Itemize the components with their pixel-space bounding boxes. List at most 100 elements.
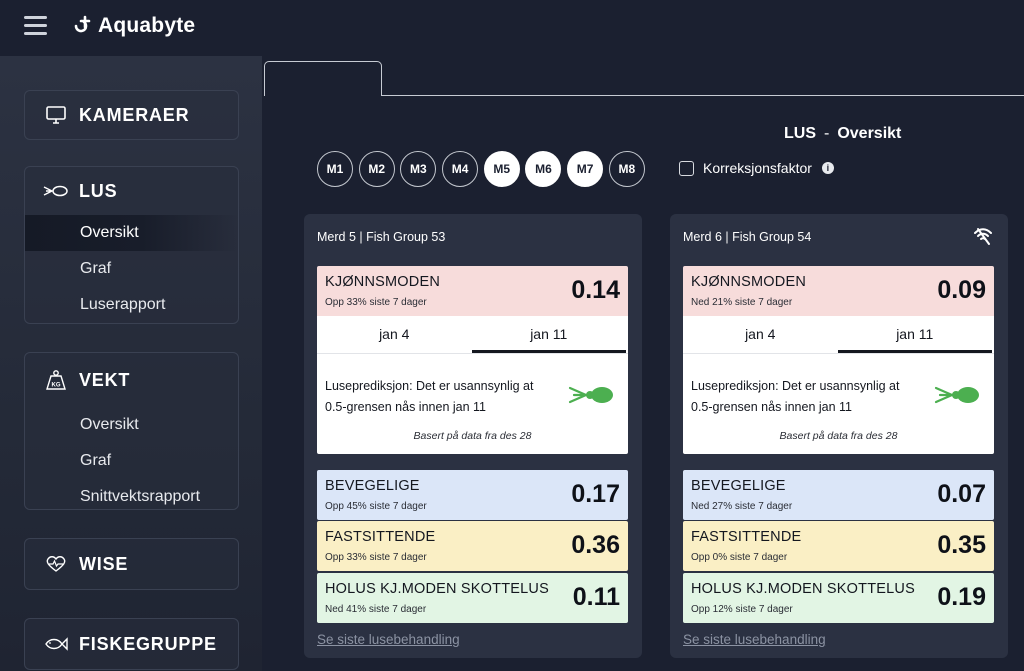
correction-factor-checkbox[interactable] <box>679 160 694 176</box>
metric-value: 0.19 <box>937 583 986 611</box>
nav-head-label: FISKEGRUPPE <box>79 633 217 654</box>
nav-head-lus[interactable]: LUS <box>25 167 238 215</box>
monitor-icon <box>43 104 69 126</box>
date-tab-jan-4[interactable]: jan 4 <box>379 326 410 342</box>
info-icon[interactable]: i <box>821 162 834 174</box>
signal-icon <box>974 228 992 245</box>
correction-factor-label: Korreksjonsfaktor <box>703 160 812 176</box>
nav-head-kameraer[interactable]: KAMERAER <box>25 91 238 139</box>
pen-selector: M1 M2 M3 M4 M5 M6 M7 M8 <box>317 151 651 187</box>
page-title-separator: - <box>824 125 830 142</box>
prediction-text: Luseprediksjon: Det er usannsynlig at 0.… <box>325 379 534 414</box>
page-title-section: LUS <box>784 125 816 142</box>
nav-section-lus: LUS Oversikt Graf Luserapport <box>24 166 239 324</box>
metric-fastsittende: FASTSITTENDE Opp 0% siste 7 dager 0.35 <box>683 521 994 571</box>
metric-value: 0.35 <box>937 531 986 559</box>
nav-head-vekt[interactable]: KG VEKT <box>25 353 238 407</box>
metric-name: BEVEGELIGE <box>325 478 420 494</box>
aquabyte-logo-icon <box>74 15 91 33</box>
metric-name: FASTSITTENDE <box>691 529 802 545</box>
date-tabs: jan 4 jan 11 <box>683 316 994 354</box>
last-treatment-link[interactable]: Se siste lusebehandling <box>317 632 460 647</box>
fish-icon <box>43 633 69 655</box>
pen-button-m1[interactable]: M1 <box>317 151 353 187</box>
app-logo[interactable]: Aquabyte <box>72 14 195 38</box>
pen-button-m8[interactable]: M8 <box>608 151 645 187</box>
weight-kg-icon: KG <box>43 369 69 391</box>
metric-value: 0.14 <box>571 276 620 304</box>
hamburger-menu-icon[interactable] <box>24 16 47 38</box>
nav-section-wise: WISE <box>24 538 239 590</box>
svg-text:KG: KG <box>52 383 61 389</box>
date-tab-jan-11[interactable]: jan 11 <box>471 316 626 353</box>
metric-value: 0.07 <box>937 480 986 508</box>
metric-holus: HOLUS KJ.MODEN SKOTTELUS Ned 41% siste 7… <box>317 573 628 623</box>
date-tabs: jan 4 jan 11 <box>317 316 628 354</box>
sidebar: KAMERAER LUS Oversikt Graf Luserapport K… <box>0 56 262 671</box>
nav-head-wise[interactable]: WISE <box>25 539 238 589</box>
metric-fastsittende: FASTSITTENDE Opp 33% siste 7 dager 0.36 <box>317 521 628 571</box>
based-on-text: Basert på data fra des 28 <box>779 430 898 442</box>
nav-item-vekt-oversikt[interactable]: Oversikt <box>80 416 139 433</box>
metric-name: KJØNNSMODEN <box>325 274 440 290</box>
fish-group-title: Merd 5 | Fish Group 53 <box>317 230 446 244</box>
pen-button-m3[interactable]: M3 <box>400 151 437 187</box>
metric-value: 0.17 <box>571 480 620 508</box>
last-treatment-link[interactable]: Se siste lusebehandling <box>683 632 826 647</box>
nav-section-kameraer: KAMERAER <box>24 90 239 140</box>
metric-name: BEVEGELIGE <box>691 478 786 494</box>
pen-button-m5[interactable]: M5 <box>483 151 520 187</box>
main-tab[interactable] <box>264 61 382 96</box>
metric-holus: HOLUS KJ.MODEN SKOTTELUS Opp 12% siste 7… <box>683 573 994 623</box>
metric-trend: Ned 27% siste 7 dager <box>691 501 793 512</box>
heart-pulse-icon <box>43 553 69 575</box>
nav-item-vekt-snittvektsrapport[interactable]: Snittvektsrapport <box>80 488 201 505</box>
top-bar: Aquabyte <box>0 0 1024 56</box>
metric-name: HOLUS KJ.MODEN SKOTTELUS <box>691 581 915 597</box>
prediction-panel: jan 4 jan 11 Luseprediksjon: Det er usan… <box>683 316 994 454</box>
date-tab-jan-4[interactable]: jan 4 <box>745 326 776 342</box>
metric-bevegelige: BEVEGELIGE Ned 27% siste 7 dager 0.07 <box>683 470 994 520</box>
pen-button-m4[interactable]: M4 <box>442 151 479 187</box>
nav-section-fiskegruppe: FISKEGRUPPE <box>24 618 239 670</box>
fish-group-card: Merd 6 | Fish Group 54 KJØNNSMODEN Ned 2… <box>670 214 1008 658</box>
metric-kjonnsmoden: KJØNNSMODEN Opp 33% siste 7 dager 0.14 <box>317 266 628 316</box>
metric-value: 0.36 <box>571 531 620 559</box>
louse-icon <box>568 386 613 404</box>
prediction-panel: jan 4 jan 11 Luseprediksjon: Det er usan… <box>317 316 628 454</box>
pen-button-m2[interactable]: M2 <box>358 151 395 187</box>
louse-icon <box>43 180 69 202</box>
metric-trend: Opp 33% siste 7 dager <box>325 552 427 563</box>
metric-trend: Opp 33% siste 7 dager <box>325 297 427 308</box>
prediction-text: Luseprediksjon: Det er usannsynlig at 0.… <box>691 379 900 414</box>
fish-group-card: Merd 5 | Fish Group 53 KJØNNSMODEN Opp 3… <box>304 214 642 658</box>
fish-group-title: Merd 6 | Fish Group 54 <box>683 230 812 244</box>
nav-item-lus-graf[interactable]: Graf <box>80 260 112 277</box>
metric-trend: Opp 12% siste 7 dager <box>691 604 793 615</box>
pen-button-m7[interactable]: M7 <box>567 151 604 187</box>
nav-item-lus-oversikt[interactable]: Oversikt <box>25 215 238 251</box>
nav-section-vekt: KG VEKT Oversikt Graf Snittvektsrapport <box>24 352 239 510</box>
correction-factor: Korreksjonsfaktor i <box>679 160 834 176</box>
metric-bevegelige: BEVEGELIGE Opp 45% siste 7 dager 0.17 <box>317 470 628 520</box>
nav-item-lus-luserapport[interactable]: Luserapport <box>80 296 166 313</box>
metric-name: HOLUS KJ.MODEN SKOTTELUS <box>325 581 549 597</box>
based-on-text: Basert på data fra des 28 <box>413 430 532 442</box>
metric-trend: Ned 21% siste 7 dager <box>691 297 793 308</box>
metric-value: 0.09 <box>937 276 986 304</box>
metric-trend: Opp 0% siste 7 dager <box>691 552 788 563</box>
metric-value: 0.11 <box>572 583 620 611</box>
nav-head-fiskegruppe[interactable]: FISKEGRUPPE <box>25 619 238 669</box>
nav-head-label: LUS <box>79 180 118 201</box>
date-tab-jan-11[interactable]: jan 11 <box>837 316 992 353</box>
app-name: Aquabyte <box>98 14 196 37</box>
metric-kjonnsmoden: KJØNNSMODEN Ned 21% siste 7 dager 0.09 <box>683 266 994 316</box>
metric-trend: Opp 45% siste 7 dager <box>325 501 427 512</box>
metric-name: FASTSITTENDE <box>325 529 436 545</box>
nav-head-label: VEKT <box>79 369 131 390</box>
metric-trend: Ned 41% siste 7 dager <box>325 604 427 615</box>
pen-button-m6[interactable]: M6 <box>525 151 562 187</box>
tab-divider <box>382 95 1024 96</box>
nav-item-vekt-graf[interactable]: Graf <box>80 452 112 469</box>
nav-head-label: WISE <box>79 553 129 574</box>
